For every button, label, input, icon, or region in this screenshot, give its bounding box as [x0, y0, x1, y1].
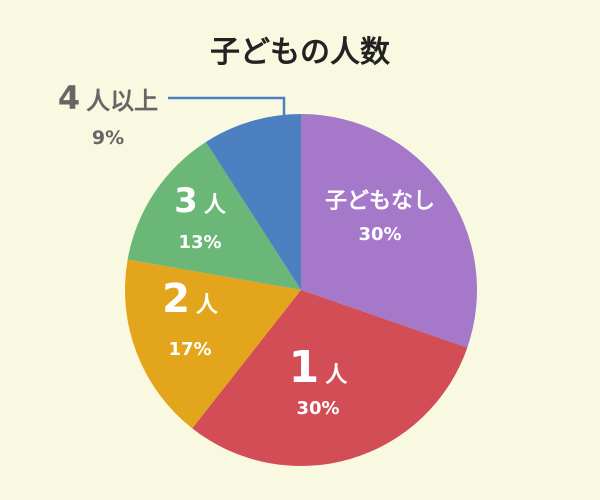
pie-slice [205, 114, 301, 290]
slice-label: 4 人以上 [58, 79, 158, 117]
slice-percent: 13% [178, 232, 221, 253]
pie-slice [301, 114, 477, 348]
leader-line-4plus [168, 96, 286, 120]
slice-percent: 30% [296, 398, 339, 419]
pie-slice [192, 290, 468, 467]
chart-title: 子どもの人数 [210, 35, 391, 70]
pie-slice [125, 259, 301, 429]
slice-percent: 17% [168, 339, 211, 360]
slice-percent: 30% [358, 224, 401, 245]
slice-label: 子どもなし [325, 189, 435, 214]
slice-percent: 9% [92, 127, 124, 149]
pie-slice [127, 141, 302, 290]
